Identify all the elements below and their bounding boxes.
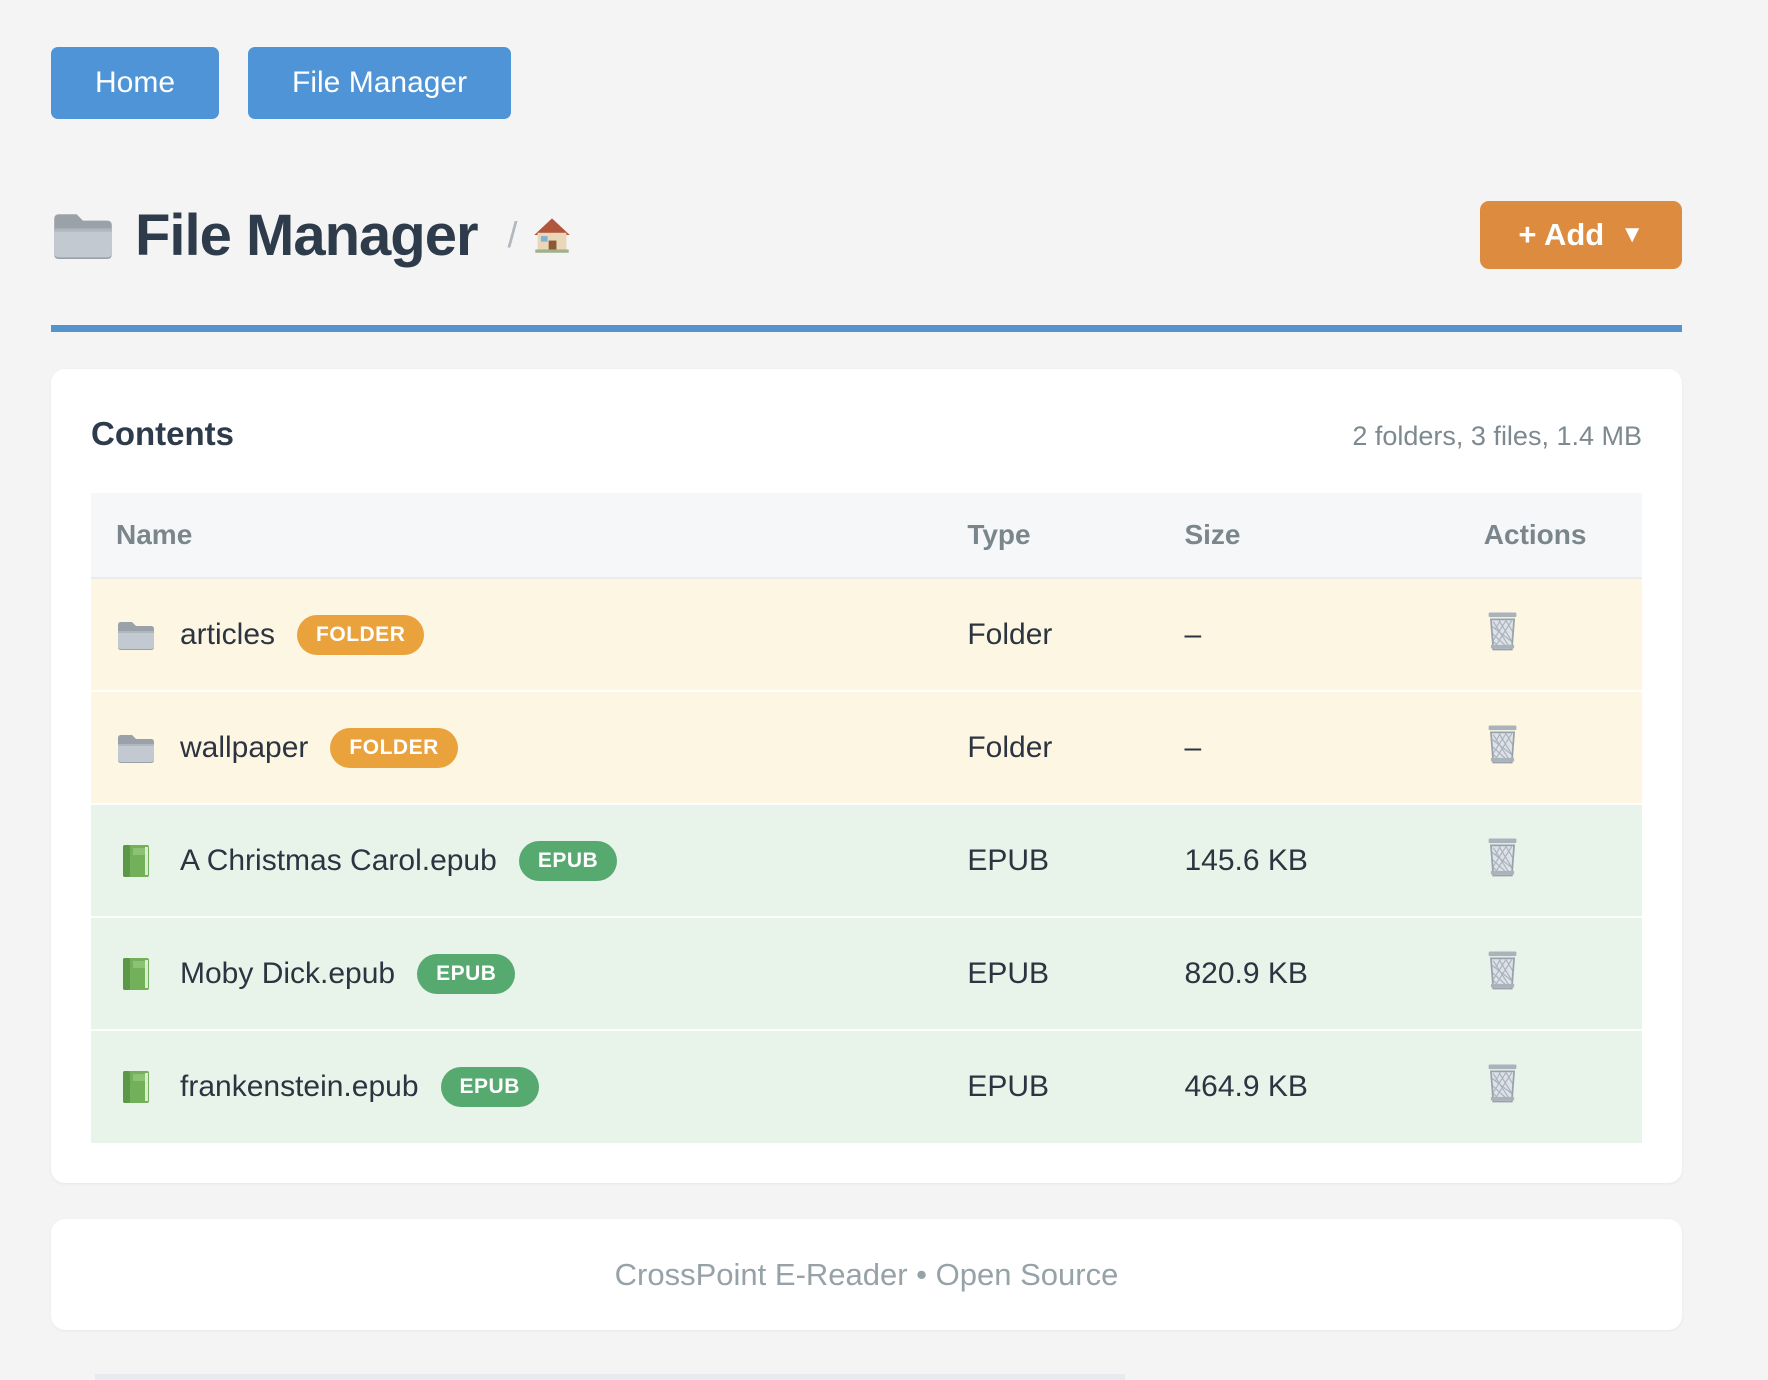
nav-button-file-manager[interactable]: File Manager xyxy=(248,47,512,119)
trash-icon xyxy=(1484,948,1521,992)
file-type: EPUB xyxy=(967,916,1185,1030)
nav-button-home[interactable]: Home xyxy=(51,47,220,119)
book-icon xyxy=(116,843,156,879)
file-table-body: articles FOLDER Folder – wallpaper FOLDE… xyxy=(91,578,1642,1143)
book-icon xyxy=(116,1069,156,1105)
footer-text: CrossPoint E-Reader • Open Source xyxy=(614,1256,1119,1292)
file-size: 464.9 KB xyxy=(1184,1029,1484,1143)
file-type-badge: FOLDER xyxy=(297,614,425,655)
page-title: File Manager xyxy=(135,202,479,268)
table-row[interactable]: articles FOLDER Folder – xyxy=(91,578,1642,691)
page-header: File Manager / + Add ▼ xyxy=(51,201,1682,269)
delete-button[interactable] xyxy=(1484,1061,1524,1105)
title-underline xyxy=(51,325,1682,332)
file-type-badge: EPUB xyxy=(440,1067,539,1107)
folder-icon xyxy=(116,730,156,766)
file-size: – xyxy=(1184,617,1202,651)
file-type-badge: EPUB xyxy=(518,840,618,881)
table-row[interactable]: Moby Dick.epub EPUB EPUB 820.9 KB xyxy=(91,916,1642,1030)
file-size: – xyxy=(1184,690,1484,804)
file-name: A Christmas Carol.epub xyxy=(180,843,497,877)
trash-icon xyxy=(1484,722,1521,766)
table-row[interactable]: A Christmas Carol.epub EPUB EPUB 145.6 K… xyxy=(91,803,1642,917)
file-type-badge: EPUB xyxy=(417,953,516,994)
table-row[interactable]: wallpaper FOLDER Folder – xyxy=(91,690,1642,804)
add-button-label: + Add xyxy=(1518,217,1605,252)
trash-icon xyxy=(1484,609,1521,653)
file-name: frankenstein.epub xyxy=(180,1070,419,1103)
contents-card: Contents 2 folders, 3 files, 1.4 MB Name… xyxy=(51,369,1682,1183)
top-nav: Home File Manager xyxy=(51,0,1682,119)
delete-button[interactable] xyxy=(1484,722,1524,766)
column-header-actions: Actions xyxy=(1483,493,1642,579)
file-type-badge: FOLDER xyxy=(330,727,458,768)
bottom-edge-artifact xyxy=(95,1374,1125,1380)
table-row[interactable]: frankenstein.epub EPUB EPUB 464.9 KB xyxy=(91,1029,1642,1143)
file-type: Folder xyxy=(967,617,1053,651)
delete-button[interactable] xyxy=(1484,609,1524,653)
contents-summary: 2 folders, 3 files, 1.4 MB xyxy=(1352,421,1642,451)
column-header-type: Type xyxy=(967,493,1185,579)
breadcrumb-separator: / xyxy=(507,214,518,255)
file-size: 820.9 KB xyxy=(1184,916,1484,1030)
file-name: wallpaper xyxy=(180,730,309,764)
file-type: EPUB xyxy=(967,1029,1185,1143)
file-type: Folder xyxy=(967,690,1185,804)
table-header-row: Name Type Size Actions xyxy=(91,493,1642,579)
file-name: Moby Dick.epub xyxy=(180,956,396,990)
file-type: EPUB xyxy=(967,803,1185,917)
column-header-name: Name xyxy=(91,493,968,579)
trash-icon xyxy=(1484,835,1521,879)
delete-button[interactable] xyxy=(1484,835,1524,879)
book-icon xyxy=(116,956,156,992)
chevron-down-icon: ▼ xyxy=(1620,221,1644,248)
file-size: 145.6 KB xyxy=(1184,803,1484,917)
home-icon[interactable] xyxy=(532,216,572,254)
file-name: articles xyxy=(180,617,276,651)
folder-icon xyxy=(116,617,156,653)
footer: CrossPoint E-Reader • Open Source xyxy=(51,1219,1682,1330)
add-button[interactable]: + Add ▼ xyxy=(1480,201,1682,269)
trash-icon xyxy=(1484,1061,1521,1105)
folder-icon xyxy=(51,207,115,263)
file-table: Name Type Size Actions articles FOLDER F… xyxy=(91,493,1642,1143)
contents-title: Contents xyxy=(91,415,234,452)
delete-button[interactable] xyxy=(1484,948,1524,992)
column-header-size: Size xyxy=(1184,493,1484,579)
